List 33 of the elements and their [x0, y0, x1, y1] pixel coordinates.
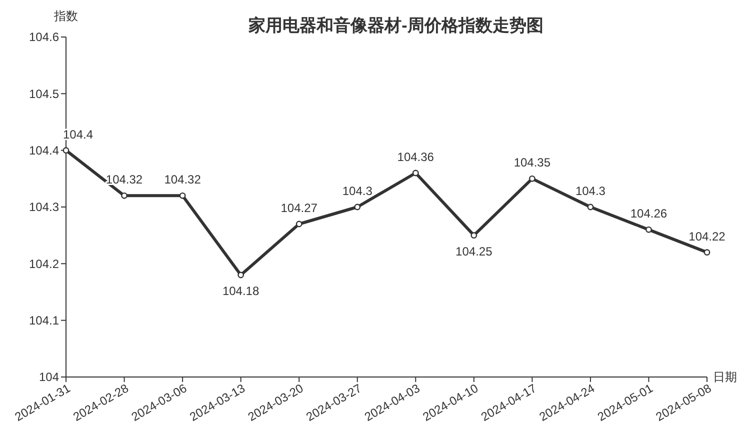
y-tick-label: 104.3 [28, 200, 60, 214]
y-axis-title: 指数 [53, 9, 78, 23]
y-tick-label: 104.6 [28, 30, 60, 44]
chart-title: 家用电器和音像器材-周价格指数走势图 [248, 16, 544, 35]
point [179, 192, 186, 199]
data-label: 104.26 [630, 206, 668, 221]
x-axis-title: 日期 [713, 370, 737, 384]
y-tick-label: 104.5 [28, 86, 60, 101]
y-tick-label: 104 [38, 370, 60, 384]
data-label: 104.3 [342, 184, 373, 198]
data-label: 104.25 [456, 244, 493, 258]
data-label: 104.27 [280, 201, 318, 215]
y-tick-label: 104.4 [28, 144, 60, 158]
point [470, 232, 478, 239]
point [704, 249, 710, 256]
point [528, 175, 536, 182]
point [646, 226, 652, 233]
point [121, 192, 128, 199]
data-label: 104.35 [514, 156, 551, 170]
point [296, 220, 302, 228]
data-label: 104.22 [688, 229, 726, 244]
point [62, 147, 70, 154]
y-tick-label: 104.2 [28, 256, 60, 271]
data-label: 104.32 [106, 172, 143, 187]
data-label: 104.36 [397, 150, 434, 164]
point [238, 272, 244, 278]
y-tick-label: 104.1 [28, 314, 60, 328]
data-label: 104.3 [575, 184, 606, 198]
data-label: 104.18 [222, 284, 260, 298]
data-label: 104.32 [164, 172, 202, 187]
point [412, 170, 419, 176]
point [587, 204, 594, 210]
point [354, 204, 361, 210]
